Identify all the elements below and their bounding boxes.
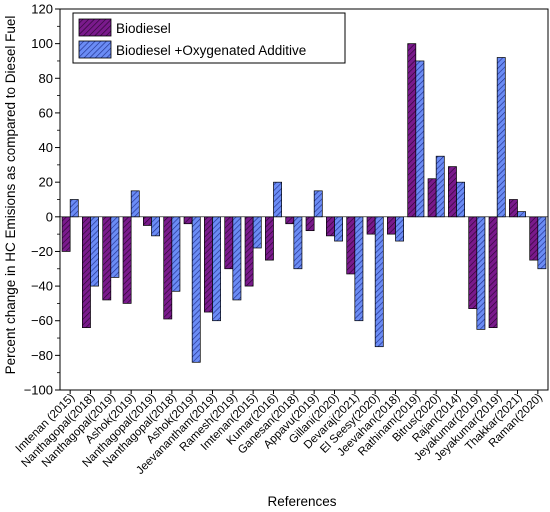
y-axis-title: Percent change in HC Emisions as compare… xyxy=(3,16,18,375)
bar-biodiesel-20 xyxy=(448,166,457,218)
bar-oxygenated-17 xyxy=(395,216,404,242)
bar-oxygenated-9 xyxy=(232,216,242,301)
bar-biodiesel-12 xyxy=(285,216,295,225)
y-tick-label: −100 xyxy=(24,383,53,398)
bar-oxygenated-11 xyxy=(273,181,282,218)
bar-biodiesel-14 xyxy=(326,216,335,237)
bar-oxygenated-4 xyxy=(130,190,140,218)
bar-biodiesel-18 xyxy=(407,43,417,218)
bar-biodiesel-11 xyxy=(265,216,274,261)
bar-biodiesel-24 xyxy=(529,216,539,261)
y-tick-label: −20 xyxy=(31,244,53,259)
bar-biodiesel-21 xyxy=(468,216,478,309)
y-tick-label: −60 xyxy=(31,313,53,328)
bar-oxygenated-3 xyxy=(110,216,120,278)
bar-oxygenated-2 xyxy=(90,216,99,287)
bar-oxygenated-10 xyxy=(252,216,262,249)
bar-oxygenated-20 xyxy=(456,181,465,218)
y-tick-label: 0 xyxy=(46,209,53,224)
y-tick-label: 80 xyxy=(39,71,53,86)
bar-oxygenated-14 xyxy=(334,216,343,242)
y-tick-label: 20 xyxy=(39,175,53,190)
x-axis-title: References xyxy=(267,494,336,509)
legend-swatch-biodiesel xyxy=(78,18,112,37)
bar-oxygenated-13 xyxy=(313,190,323,218)
bar-biodiesel-9 xyxy=(224,216,234,270)
bar-oxygenated-21 xyxy=(476,216,486,330)
bar-biodiesel-2 xyxy=(82,216,91,329)
y-tick-label: −40 xyxy=(31,279,53,294)
bar-biodiesel-17 xyxy=(387,216,396,235)
bar-oxygenated-5 xyxy=(151,216,160,237)
bar-oxygenated-24 xyxy=(537,216,547,270)
bar-oxygenated-6 xyxy=(171,216,181,292)
plot-area xyxy=(61,43,547,363)
bar-oxygenated-15 xyxy=(354,216,364,322)
y-tick-label: −80 xyxy=(31,348,53,363)
bar-oxygenated-12 xyxy=(293,216,303,270)
legend-frame xyxy=(72,12,346,64)
y-tick-label: 100 xyxy=(31,36,53,51)
y-tick-label: 60 xyxy=(39,105,53,120)
bar-oxygenated-16 xyxy=(374,216,384,348)
y-tick-label: 120 xyxy=(31,2,53,17)
bar-biodiesel-8 xyxy=(204,216,213,313)
bar-oxygenated-22 xyxy=(496,57,506,218)
bar-oxygenated-8 xyxy=(212,216,221,322)
bar-biodiesel-7 xyxy=(183,216,193,225)
bar-biodiesel-22 xyxy=(488,216,498,329)
bar-biodiesel-4 xyxy=(122,216,132,304)
bar-biodiesel-13 xyxy=(305,216,315,232)
bar-oxygenated-7 xyxy=(191,216,201,363)
legend-label-oxygenated: Biodiesel +Oxygenated Additive xyxy=(116,43,306,58)
bar-oxygenated-18 xyxy=(415,60,425,218)
bar-biodiesel-23 xyxy=(509,199,518,218)
bar-oxygenated-19 xyxy=(435,155,445,218)
bar-biodiesel-1 xyxy=(61,216,71,252)
bar-biodiesel-15 xyxy=(346,216,356,275)
bar-biodiesel-6 xyxy=(163,216,173,320)
legend: Biodiesel Biodiesel +Oxygenated Additive xyxy=(72,12,346,64)
bar-biodiesel-19 xyxy=(427,178,437,218)
bar-biodiesel-16 xyxy=(366,216,376,235)
legend-swatch-oxygenated xyxy=(78,40,112,59)
bar-oxygenated-23 xyxy=(517,211,526,218)
bar-oxygenated-1 xyxy=(69,199,79,218)
y-tick-label: 40 xyxy=(39,140,53,155)
bar-biodiesel-5 xyxy=(143,216,152,226)
bar-biodiesel-10 xyxy=(244,216,254,287)
legend-label-biodiesel: Biodiesel xyxy=(116,21,171,36)
bar-biodiesel-3 xyxy=(102,216,112,301)
